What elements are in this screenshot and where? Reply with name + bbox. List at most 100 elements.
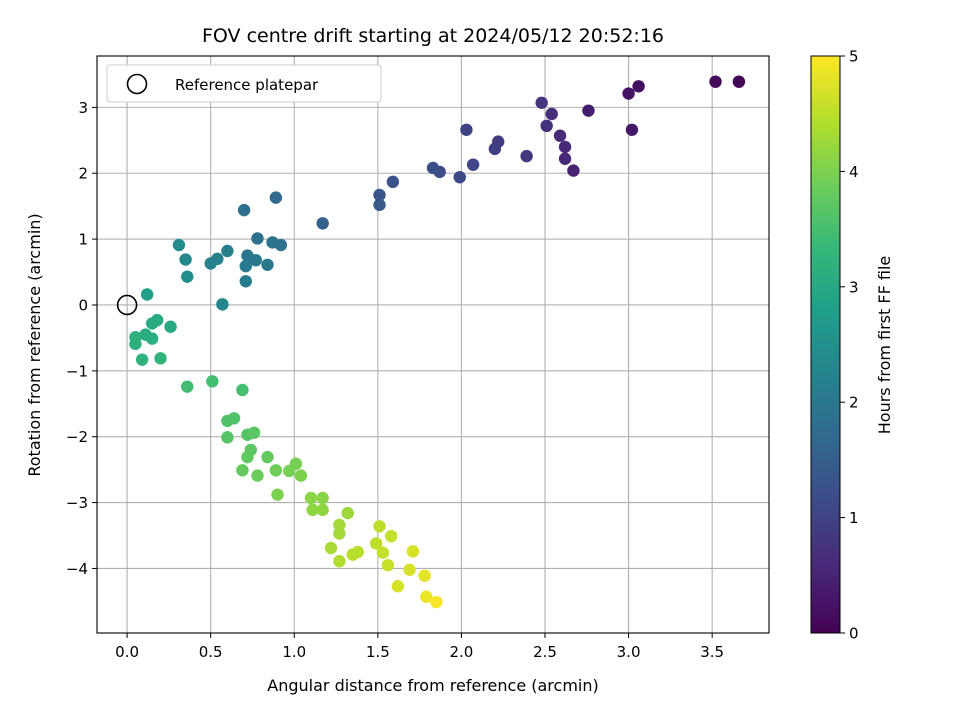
data-point — [622, 87, 635, 100]
data-point — [369, 537, 383, 550]
grid-lines — [97, 56, 769, 633]
data-point — [251, 469, 264, 482]
y-tick-label: 3 — [78, 99, 88, 117]
data-point — [239, 275, 252, 288]
data-point — [341, 506, 354, 520]
colorbar-label: Hours from first FF file — [875, 256, 894, 435]
data-point — [269, 191, 283, 204]
x-tick-label: 2.0 — [449, 643, 473, 661]
data-point — [139, 328, 152, 341]
data-point — [553, 129, 567, 142]
data-point — [558, 152, 572, 165]
data-point — [430, 595, 443, 609]
data-point — [381, 558, 395, 572]
y-tick-label: −3 — [66, 494, 88, 512]
legend: Reference platepar — [106, 64, 382, 103]
data-point — [376, 546, 390, 559]
data-point — [316, 503, 329, 517]
x-tick-label: 3.5 — [700, 643, 724, 661]
data-point — [373, 198, 386, 212]
plot-frame — [96, 55, 770, 634]
data-point — [418, 569, 431, 582]
data-point — [154, 352, 167, 365]
data-point — [420, 590, 433, 603]
data-point — [294, 469, 308, 482]
data-point — [391, 580, 405, 593]
colorbar-tick-label: 2 — [849, 394, 859, 412]
data-point — [488, 142, 502, 156]
data-point — [269, 464, 283, 477]
x-axis-ticks: 0.0 0.5 1.0 1.5 2.0 2.5 3.0 3.5 — [115, 633, 724, 661]
data-point — [164, 320, 177, 333]
data-point — [333, 527, 346, 540]
colorbar-tick-label: 3 — [849, 278, 859, 296]
data-point — [373, 188, 386, 202]
data-point — [221, 244, 234, 258]
data-point — [373, 520, 386, 533]
reference-platepar-marker — [116, 294, 138, 316]
data-point — [386, 175, 400, 189]
colorbar-tick-label: 4 — [849, 163, 859, 181]
data-point — [261, 258, 274, 272]
data-point — [241, 450, 254, 464]
data-point — [406, 545, 420, 558]
data-point — [227, 412, 241, 425]
y-tick-label: −4 — [66, 560, 88, 578]
data-point — [306, 503, 319, 517]
data-point — [236, 464, 249, 477]
data-point — [324, 541, 338, 555]
data-point — [385, 529, 398, 543]
x-tick-label: 0.0 — [115, 643, 139, 661]
colorbar-ticks: 0 1 2 3 4 5 — [840, 48, 859, 643]
data-point — [237, 203, 251, 217]
x-tick-label: 1.5 — [366, 643, 390, 661]
data-point — [181, 270, 194, 283]
data-point — [204, 257, 217, 270]
y-tick-label: −1 — [66, 362, 88, 380]
data-point — [625, 123, 639, 136]
data-point — [206, 375, 219, 388]
data-point — [145, 317, 159, 330]
x-tick-label: 3.0 — [617, 643, 641, 661]
data-point — [316, 217, 329, 230]
colorbar-tick-label: 1 — [849, 509, 859, 527]
data-point — [274, 238, 288, 252]
data-point — [540, 119, 553, 133]
colorbar-tick-label: 5 — [849, 48, 859, 66]
data-point — [632, 80, 645, 93]
x-tick-label: 1.0 — [282, 643, 306, 661]
data-point — [545, 107, 558, 121]
x-tick-label: 0.5 — [199, 643, 223, 661]
data-point — [181, 380, 194, 393]
data-point — [520, 149, 533, 163]
data-point — [247, 426, 261, 439]
data-point — [289, 457, 303, 470]
legend-entry-reference-platepar: Reference platepar — [175, 76, 319, 94]
data-point — [582, 104, 595, 117]
data-point — [460, 123, 473, 136]
data-point — [732, 75, 746, 88]
data-point — [129, 337, 142, 351]
data-point — [251, 232, 264, 245]
data-point — [249, 253, 263, 267]
x-axis-label: Angular distance from reference (arcmin) — [267, 676, 598, 695]
data-point — [261, 450, 274, 464]
data-point — [236, 383, 249, 397]
data-point — [453, 170, 466, 184]
data-point — [426, 161, 440, 175]
data-point — [333, 518, 346, 532]
data-point — [466, 158, 480, 171]
y-axis-ticks: −4 −3 −2 −1 0 1 2 3 — [66, 99, 97, 578]
legend-box — [106, 64, 382, 103]
data-point — [351, 545, 364, 559]
data-point — [316, 491, 329, 505]
y-tick-label: 1 — [78, 231, 88, 249]
data-point — [221, 431, 234, 444]
data-point — [172, 238, 186, 252]
y-axis-label: Rotation from reference (arcmin) — [25, 213, 44, 476]
chart-title: FOV centre drift starting at 2024/05/12 … — [202, 25, 664, 47]
y-tick-label: 2 — [78, 165, 88, 183]
data-point — [179, 253, 192, 266]
data-point — [304, 491, 318, 505]
